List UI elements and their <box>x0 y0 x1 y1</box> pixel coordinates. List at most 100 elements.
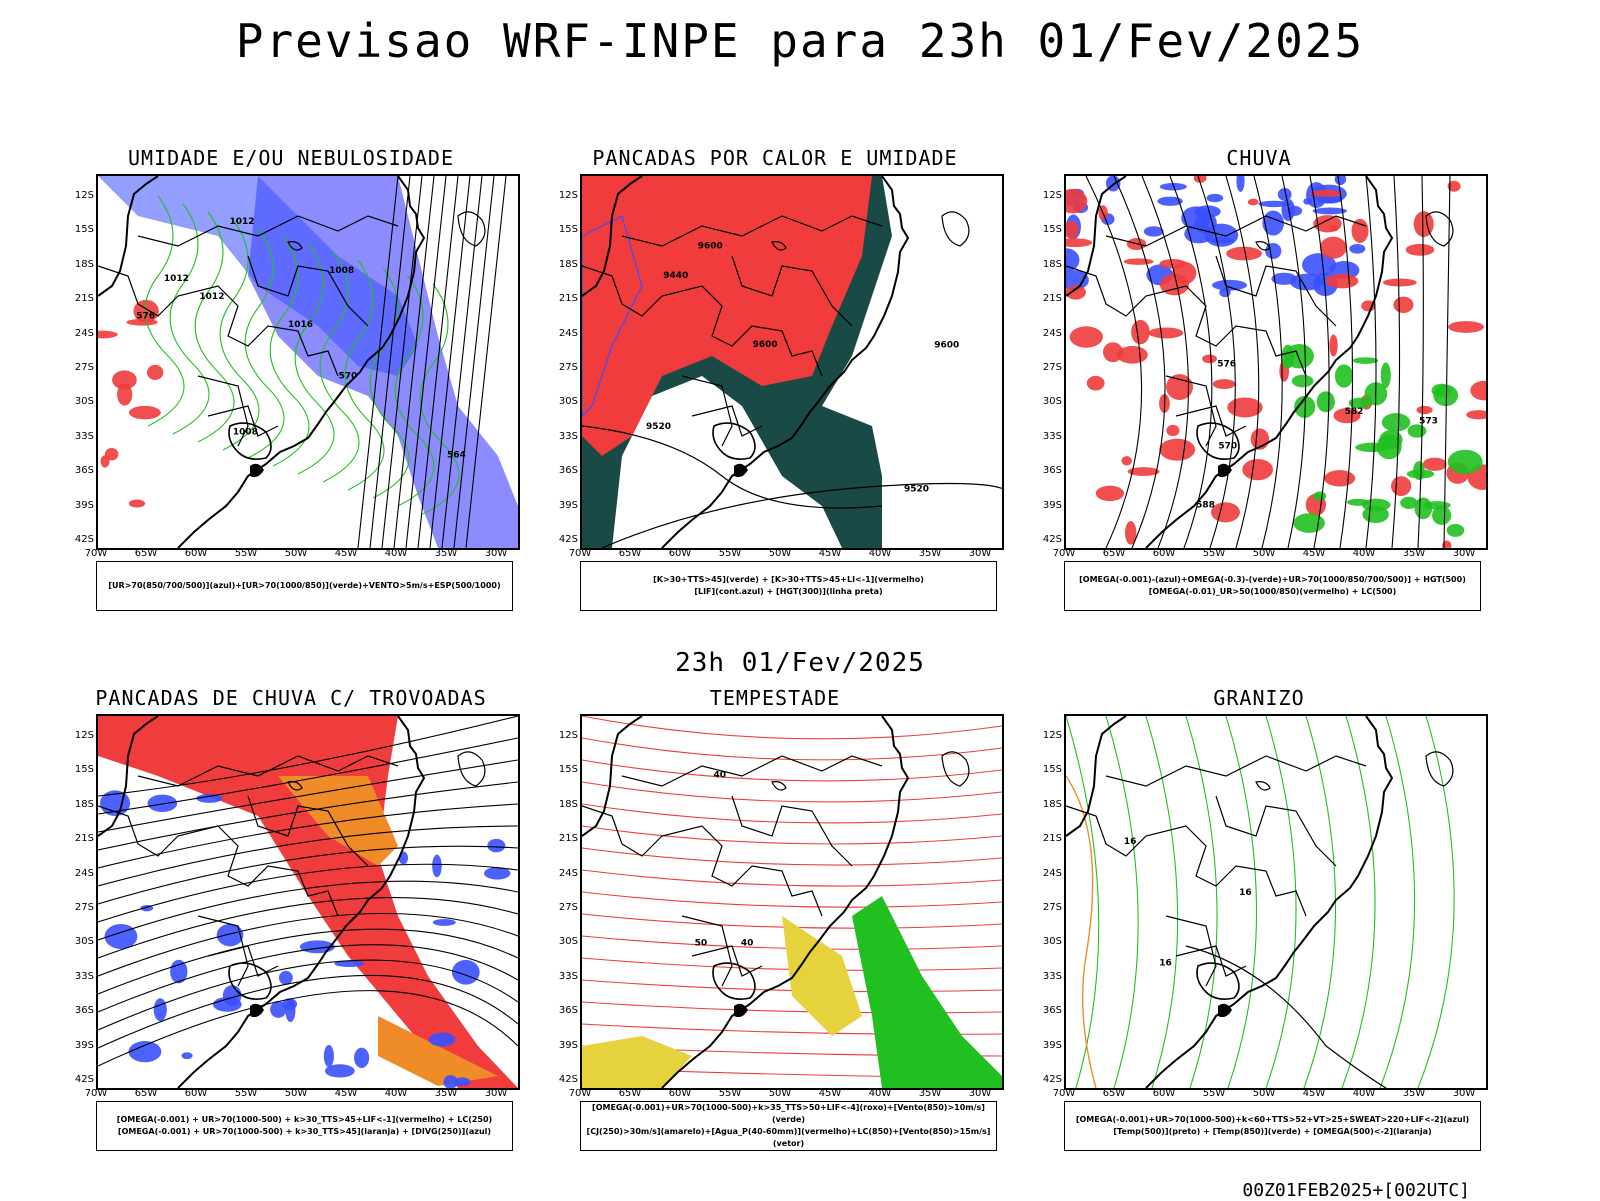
map-canvas: 40 40 50 <box>582 716 1002 1088</box>
lat-tick-label: 24S <box>1042 867 1062 879</box>
legend-line: [K>30+TTS>45](verde) + [K>30+TTS>45+LI<-… <box>653 575 924 584</box>
humidity-contour-red <box>126 318 158 326</box>
rain-omega-green <box>1414 497 1433 520</box>
divergence-contour-blue <box>181 1052 193 1060</box>
legend-line: [OMEGA(-0.001) + UR>70(1000-500) + k>30_… <box>117 1127 492 1136</box>
rain-omega-red <box>1333 407 1361 424</box>
lc250-streamline <box>98 928 518 995</box>
contour-label: 9520 <box>646 422 671 432</box>
lat-tick-label: 39S <box>1042 1039 1062 1051</box>
lon-tick-label: 50W <box>284 1088 308 1099</box>
coastline <box>1066 176 1394 548</box>
divergence-contour-blue <box>334 960 365 968</box>
contour-label: 570 <box>1218 442 1237 452</box>
lon-tick-label: 50W <box>768 1088 792 1099</box>
humidity-contour-green <box>194 211 235 443</box>
legend-line: [CJ(250)>30m/s](amarelo)+[Agua_P(40-60mm… <box>586 1127 991 1148</box>
lat-tick-label: 30S <box>1042 936 1062 948</box>
rain-omega-red <box>1131 319 1150 345</box>
lon-tick-label: 70W <box>1052 548 1076 559</box>
lat-tick-label: 12S <box>74 190 94 201</box>
lc850-streamline-red <box>582 716 1002 740</box>
rain-omega-blue <box>1212 279 1248 291</box>
lon-tick-label: 30W <box>1452 548 1476 559</box>
rain-omega-red <box>1086 375 1105 391</box>
lat-tick-label: 21S <box>558 293 578 305</box>
map-canvas: 1012 1012 1016 1012 1008 1008 576 570 564 <box>98 176 518 548</box>
lat-tick-label: 15S <box>74 764 94 776</box>
divergence-contour-blue <box>147 794 178 813</box>
contour-label: 9600 <box>934 340 959 350</box>
lat-tick-label: 36S <box>1042 1005 1062 1017</box>
hgt500-streamline <box>1365 176 1377 548</box>
legend-line: [OMEGA(-0.01)_UR>50(1000/850)(vermelho) … <box>1148 587 1397 596</box>
contour-label: 1008 <box>329 266 354 276</box>
lon-tick-label: 60W <box>1152 548 1176 559</box>
rain-omega-red <box>1413 211 1434 237</box>
lat-tick-label: 36S <box>1042 465 1062 477</box>
contour-label: 582 <box>1345 407 1364 417</box>
lon-tick-label: 50W <box>284 548 308 559</box>
divergence-contour-blue <box>432 918 456 926</box>
divergence-contour-blue <box>428 1032 456 1047</box>
rain-omega-red <box>1470 380 1486 401</box>
lat-tick-label: 33S <box>1042 430 1062 442</box>
lon-tick-label: 40W <box>868 548 892 559</box>
humidity-contour-red <box>128 499 146 508</box>
rain-omega-red <box>1382 278 1417 287</box>
lon-tick-label: 65W <box>134 1088 158 1099</box>
lon-tick-label: 35W <box>918 1088 942 1099</box>
map-canvas: 9600 9600 9600 9520 9520 9440 <box>582 176 1002 548</box>
humidity-contour-green <box>144 195 185 427</box>
rain-omega-blue <box>1157 196 1183 206</box>
hgt300-contour <box>582 425 1002 548</box>
temp850-contour-green <box>1225 716 1258 1088</box>
wind-vectors <box>417 176 459 548</box>
rain-omega-red <box>1148 327 1184 339</box>
lat-tick-label: 39S <box>558 499 578 511</box>
rain-omega-blue <box>1262 210 1285 236</box>
map-canvas: 588 582 576 570 573 <box>1066 176 1486 548</box>
state-borders <box>582 755 883 987</box>
lc250-streamline <box>98 974 518 1049</box>
thunderstorm-area-orange <box>278 776 498 1086</box>
contour-label: 1012 <box>199 292 224 302</box>
lat-tick-label: 42S <box>1042 534 1062 545</box>
lc850-streamline-red <box>582 803 1002 824</box>
divergence-contour-blue <box>153 998 167 1022</box>
lc250-streamline <box>98 880 518 941</box>
rain-omega-blue <box>1301 253 1337 277</box>
humidity-contour-red <box>128 405 161 420</box>
lat-tick-label: 12S <box>558 190 578 201</box>
rain-omega-green <box>1348 397 1372 409</box>
contour-label: 564 <box>447 450 466 460</box>
map-frame: 16 16 16 <box>1064 714 1488 1090</box>
lat-tick-label: 39S <box>558 1039 578 1051</box>
lat-tick-label: 12S <box>74 730 94 741</box>
lon-tick-label: 35W <box>434 548 458 559</box>
contour-label: 576 <box>136 311 155 321</box>
lat-tick-label: 21S <box>74 293 94 305</box>
rain-omega-red <box>1247 198 1259 206</box>
panel-granizo: GRANIZO 16 16 16 12S 15S 18S 21S 24S 27S 30S 33S 36S… <box>1024 686 1494 1186</box>
rain-omega-blue <box>1277 188 1292 201</box>
humidity-contour-red <box>98 330 118 339</box>
lon-tick-label: 35W <box>918 548 942 559</box>
humidity-area-blue-dark <box>98 176 418 376</box>
model-run-info: 00Z01FEB2025+[002UTC] <box>1242 1180 1470 1201</box>
rain-omega-red <box>1069 326 1103 348</box>
divergence-contour-blue <box>354 1047 370 1068</box>
contour-label: 1012 <box>164 274 189 284</box>
rain-omega-red <box>1324 470 1356 487</box>
contour-label: 40 <box>713 770 726 780</box>
rain-omega-green <box>1361 498 1391 512</box>
lat-tick-label: 24S <box>558 327 578 339</box>
rain-omega-blue <box>1334 176 1347 186</box>
lon-tick-label: 70W <box>84 548 108 559</box>
lat-tick-label: 18S <box>74 798 94 810</box>
lon-tick-label: 65W <box>1102 548 1126 559</box>
rain-omega-red <box>1066 220 1079 240</box>
rain-omega-blue <box>1194 205 1221 218</box>
lat-tick-label: 21S <box>1042 833 1062 845</box>
lon-tick-label: 40W <box>384 548 408 559</box>
